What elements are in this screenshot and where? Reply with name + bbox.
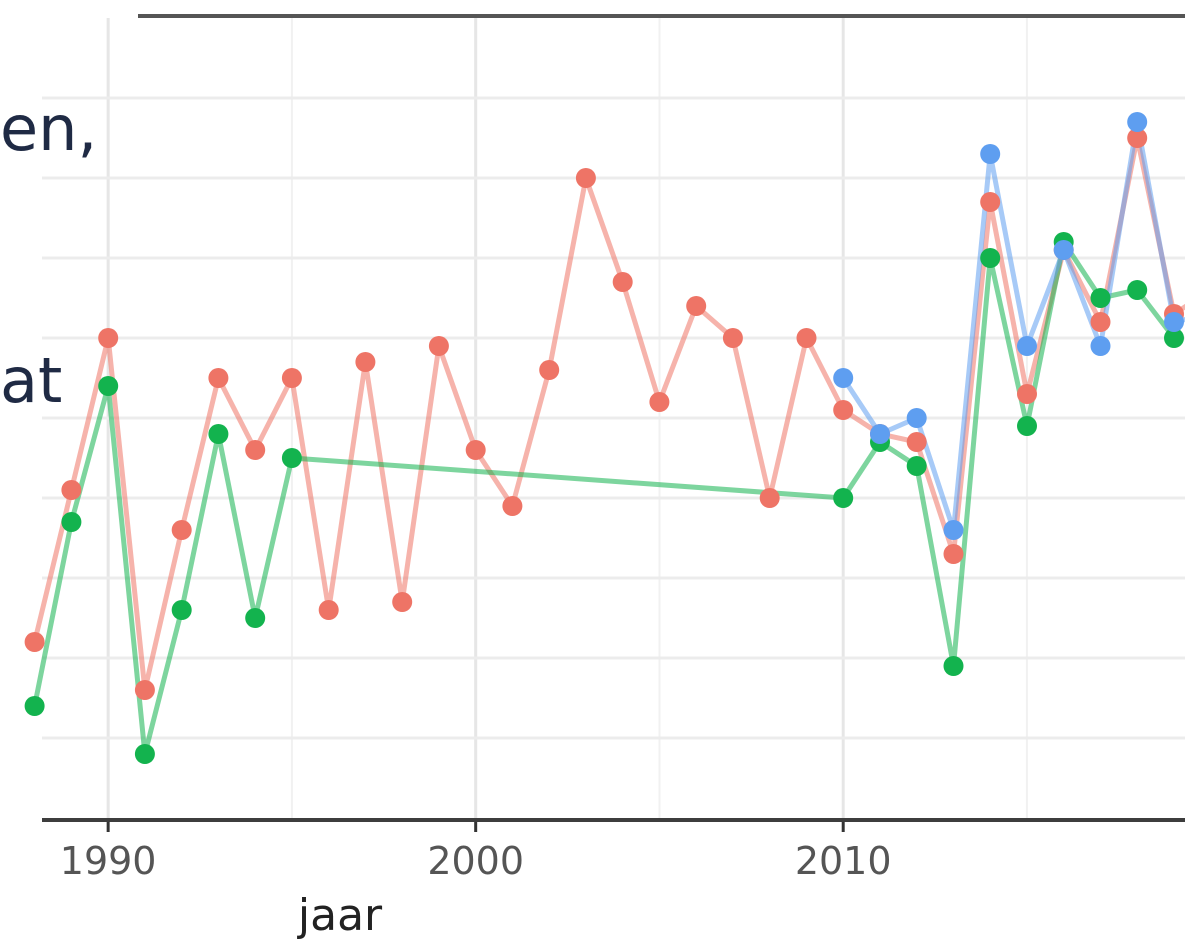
data-point xyxy=(208,368,229,388)
data-point xyxy=(61,480,82,500)
data-point xyxy=(98,376,119,396)
data-point xyxy=(1017,336,1037,356)
data-point xyxy=(943,656,964,676)
data-point xyxy=(392,592,413,612)
data-point xyxy=(24,696,45,716)
data-point xyxy=(318,600,339,620)
data-point xyxy=(906,456,927,476)
data-point xyxy=(612,272,633,292)
data-point xyxy=(943,544,964,564)
data-point xyxy=(1053,240,1074,260)
data-point xyxy=(1164,312,1184,332)
data-point xyxy=(24,632,45,652)
data-point xyxy=(1090,288,1111,308)
data-point xyxy=(1127,280,1148,300)
data-point xyxy=(870,424,890,444)
data-point xyxy=(1127,128,1148,148)
grid xyxy=(42,18,1185,818)
x-axis-line xyxy=(42,818,1185,822)
data-point xyxy=(355,352,376,372)
x-axis-label: jaar xyxy=(297,890,383,941)
data-point xyxy=(1017,416,1037,436)
data-point xyxy=(649,392,670,412)
data-point xyxy=(171,520,192,540)
data-point xyxy=(245,608,266,628)
data-point xyxy=(906,432,927,452)
slide-text-fragment-1: en, xyxy=(0,92,98,165)
data-point xyxy=(722,328,743,348)
data-point xyxy=(502,496,523,516)
data-point xyxy=(134,744,155,764)
data-point xyxy=(833,400,854,420)
x-tick-label: 2000 xyxy=(427,839,524,883)
data-point xyxy=(281,448,302,468)
data-point xyxy=(208,424,229,444)
data-point xyxy=(1090,336,1111,356)
data-point xyxy=(833,368,854,388)
data-point xyxy=(980,144,1001,164)
data-point xyxy=(61,512,82,532)
data-point xyxy=(833,488,854,508)
data-point xyxy=(1127,112,1148,132)
data-point xyxy=(1090,312,1111,332)
data-point xyxy=(906,408,927,428)
data-point xyxy=(575,168,596,188)
x-tick-label: 1990 xyxy=(60,839,157,883)
data-point xyxy=(796,328,817,348)
data-point xyxy=(943,520,964,540)
series xyxy=(24,112,1185,764)
data-point xyxy=(281,368,302,388)
data-point xyxy=(134,680,155,700)
data-point xyxy=(759,488,780,508)
data-point xyxy=(1017,384,1037,404)
data-point xyxy=(980,192,1001,212)
slide-text-fragment-2: at xyxy=(0,344,63,417)
data-point xyxy=(539,360,560,380)
data-point xyxy=(245,440,266,460)
data-point xyxy=(428,336,449,356)
data-point xyxy=(1164,328,1184,348)
data-point xyxy=(686,296,707,316)
top-border xyxy=(138,14,1185,18)
data-point xyxy=(171,600,192,620)
series-line-1 xyxy=(32,135,1185,693)
data-point xyxy=(98,328,119,348)
x-ticks: 19902000201020 xyxy=(60,822,892,883)
data-point xyxy=(465,440,486,460)
data-point xyxy=(980,248,1001,268)
x-tick-label: 2010 xyxy=(795,839,892,883)
